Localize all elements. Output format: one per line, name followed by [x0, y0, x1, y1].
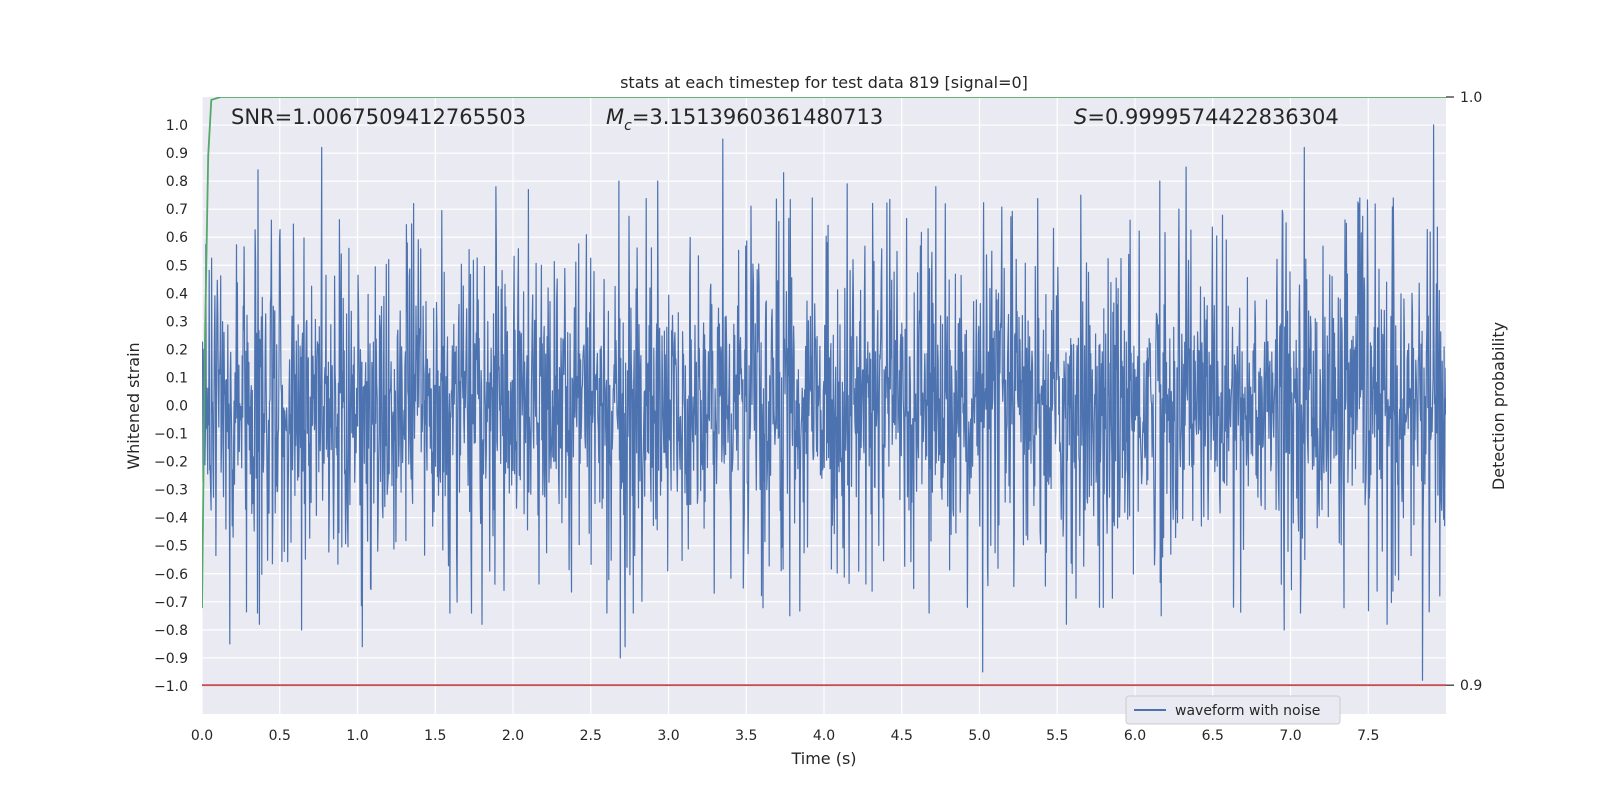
x-tick-label: 5.0 [968, 728, 990, 744]
y2-axis-title: Detection probability [1489, 322, 1508, 490]
x-tick-label: 1.5 [424, 728, 446, 744]
y-tick-label: 0.6 [166, 230, 188, 246]
legend-box [1125, 695, 1341, 725]
y-tick-label: 0.0 [166, 399, 188, 415]
x-tick-label: 0.0 [191, 728, 213, 744]
snr-annotation: SNR=1.0067509412765503 [231, 105, 526, 129]
y-tick-label: 0.9 [166, 146, 188, 162]
legend-label: waveform with noise [1175, 703, 1320, 719]
y-axis-title: Whitened strain [124, 342, 143, 469]
legend: waveform with noise [1125, 695, 1341, 725]
y-tick-label: 0.5 [166, 258, 188, 274]
y-tick-label: 0.3 [166, 314, 188, 330]
s-annotation: S=0.9999574422836304 [1074, 105, 1339, 129]
x-tick-label: 3.0 [657, 728, 679, 744]
x-tick-label: 1.0 [346, 728, 368, 744]
y-tick-label: −0.2 [154, 455, 188, 471]
x-tick-label: 3.5 [735, 728, 757, 744]
y-tick-label: −0.6 [154, 567, 188, 583]
y-tick-label: −0.5 [154, 539, 188, 555]
y-tick-label: 0.7 [166, 202, 188, 218]
y-tick-label: −0.1 [154, 427, 188, 443]
x-tick-label: 2.5 [580, 728, 602, 744]
x-tick-label: 7.5 [1357, 728, 1379, 744]
series-waveform-line [202, 124, 1446, 681]
y-tick-label: 0.4 [166, 286, 188, 302]
s-symbol: S [1074, 105, 1087, 129]
x-axis-title: Time (s) [790, 749, 856, 768]
y-tick-label: −0.3 [154, 483, 188, 499]
y-tick-label: −0.4 [154, 511, 188, 527]
series-detection-probability-line [202, 97, 1446, 609]
chart-title: stats at each timestep for test data 819… [620, 73, 1028, 92]
y-tick-label: −0.8 [154, 623, 188, 639]
x-tick-label: 4.5 [891, 728, 913, 744]
y-tick-label: 0.8 [166, 174, 188, 190]
series-layer [202, 97, 1446, 687]
y-tick-label: −0.9 [154, 651, 188, 667]
tick-layer: 0.0 0.5 1.0 1.5 2.0 2.5 3.0 3.5 4.0 4.5 5.0 5.5 6.0 6… [154, 90, 1482, 744]
y-tick-label: 0.2 [166, 342, 188, 358]
x-tick-label: 6.5 [1202, 728, 1224, 744]
x-tick-label: 4.0 [813, 728, 835, 744]
x-tick-label: 0.5 [269, 728, 291, 744]
y-tick-label: −1.0 [154, 679, 188, 695]
x-tick-label: 2.0 [502, 728, 524, 744]
y-tick-label: 1.0 [166, 118, 188, 134]
chirp-mass-annotation: Mc=3.1513960361480713 [606, 105, 883, 134]
s-value: =0.9999574422836304 [1087, 105, 1338, 129]
x-tick-label: 7.0 [1279, 728, 1301, 744]
x-tick-label: 5.5 [1046, 728, 1068, 744]
mc-symbol: M [606, 105, 624, 129]
x-tick-label: 6.0 [1124, 728, 1146, 744]
y2-tick-label: 1.0 [1460, 90, 1482, 106]
mc-value: =3.1513960361480713 [632, 105, 883, 129]
y2-tick-label: 0.9 [1460, 678, 1482, 694]
mc-subscript: c [624, 118, 632, 134]
y-tick-label: −0.7 [154, 595, 188, 611]
y-tick-label: 0.1 [166, 370, 188, 386]
